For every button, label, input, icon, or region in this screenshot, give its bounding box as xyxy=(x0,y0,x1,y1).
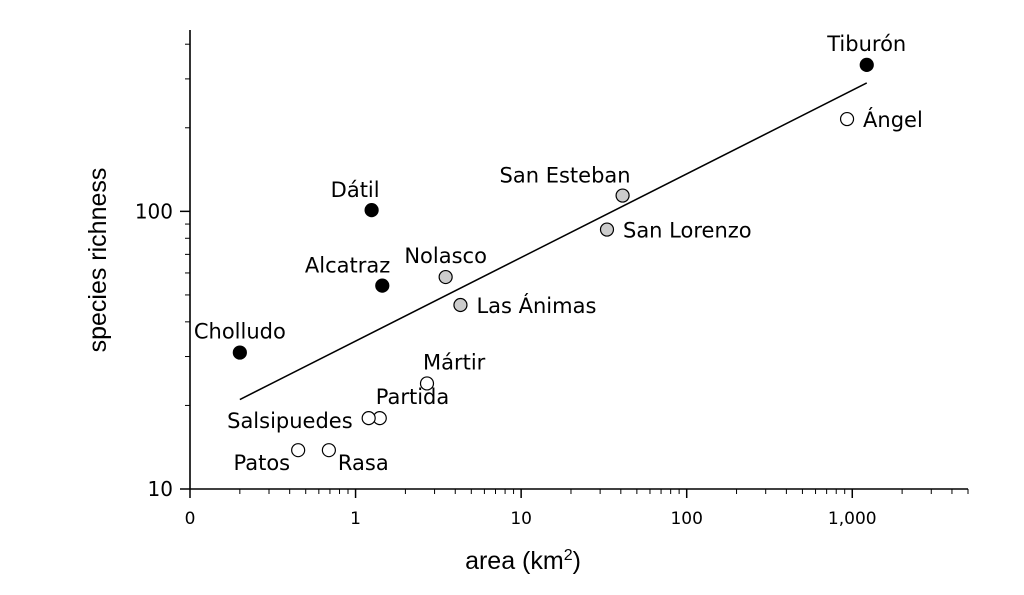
label-alcatraz: Alcatraz xyxy=(305,254,390,278)
label-nolasco: Nolasco xyxy=(404,244,487,268)
label-tiburon: Tiburón xyxy=(826,32,906,56)
x-tick-label: 100 xyxy=(670,509,702,529)
point-angel xyxy=(839,111,855,127)
label-san-esteban: San Esteban xyxy=(500,164,631,188)
x-tick-label: 1 xyxy=(350,509,361,529)
x-tick-label: 0 xyxy=(185,509,196,529)
label-datil: Dátil xyxy=(331,178,380,202)
label-patos: Patos xyxy=(234,451,291,475)
point-labels: Tiburón Ángel Dátil Alcatraz Cholludo San Est… xyxy=(194,32,923,475)
point-san-lorenzo xyxy=(599,222,615,237)
x-tick-label: 1,000 xyxy=(828,509,877,529)
point-nolasco xyxy=(438,269,453,285)
label-salsipuedes: Salsipuedes xyxy=(227,409,353,433)
ticks: 0 1 10 100 1,000 10 100 xyxy=(135,43,969,529)
axes xyxy=(189,30,968,490)
point-cholludo xyxy=(232,345,247,360)
point-rasa xyxy=(321,443,336,458)
point-salsipuedes xyxy=(361,411,376,426)
label-cholludo: Cholludo xyxy=(194,320,286,344)
point-martir xyxy=(419,376,435,391)
y-tick-label: 10 xyxy=(148,477,173,501)
label-partida: Partida xyxy=(376,385,450,409)
point-san-esteban xyxy=(615,188,630,203)
label-angel: Ángel xyxy=(863,107,923,132)
label-rasa: Rasa xyxy=(338,451,389,475)
y-axis-title: species richness xyxy=(84,168,112,353)
point-patos xyxy=(291,443,306,458)
label-las-animas: Las Ánimas xyxy=(476,293,596,318)
point-datil xyxy=(364,203,379,218)
point-tiburon xyxy=(859,57,874,72)
label-san-lorenzo: San Lorenzo xyxy=(623,219,752,243)
trend-line xyxy=(239,82,868,401)
point-las-animas xyxy=(453,297,468,313)
point-alcatraz xyxy=(375,278,390,293)
label-martir: Mártir xyxy=(423,350,486,374)
y-tick-label: 100 xyxy=(135,199,173,223)
x-axis-title-main: area (km xyxy=(465,547,564,575)
x-axis-title-close: ) xyxy=(573,547,581,575)
x-tick-label: 10 xyxy=(510,509,532,529)
x-axis-title: area (km2) xyxy=(465,547,581,575)
x-axis-title-sup: 2 xyxy=(564,547,573,564)
data-points xyxy=(232,57,874,458)
